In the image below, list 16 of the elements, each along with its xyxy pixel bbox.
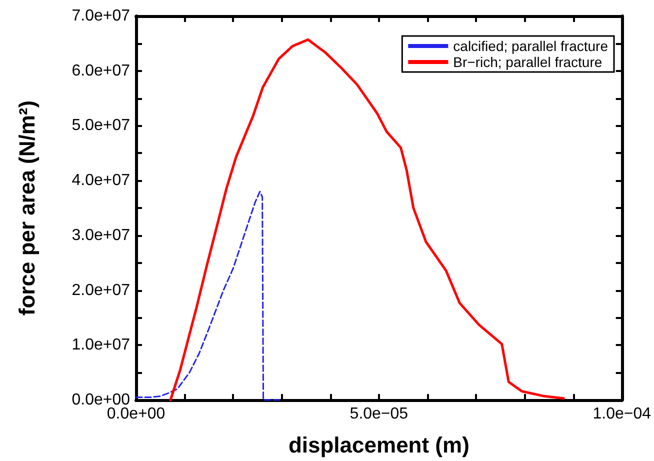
y-tick-label: 0.0e+00 (72, 392, 130, 408)
y-tick-label: 3.0e+07 (72, 226, 130, 244)
y-axis-title: force per area (N/m²) (14, 100, 40, 316)
legend-label: Br−rich; parallel fracture (453, 54, 602, 70)
y-tick-label: 6.0e+07 (72, 62, 130, 80)
x-tick-label: 1.0e−04 (592, 406, 652, 422)
line-series (135, 190, 283, 401)
y-tick-label: 1.0e+07 (72, 336, 130, 354)
y-tick-label: 5.0e+07 (72, 117, 130, 134)
legend-label: calcified; parallel fracture (453, 38, 608, 54)
y-tick-label: 2.0e+07 (72, 282, 130, 299)
x-tick-label: 0.0e+00 (106, 406, 166, 422)
x-axis-title: displacement (m) (288, 432, 470, 458)
y-tick-label: 7.0e+07 (72, 8, 130, 24)
x-tick-label: 5.0e−05 (350, 406, 408, 422)
y-tick-label: 4.0e+07 (72, 172, 130, 190)
